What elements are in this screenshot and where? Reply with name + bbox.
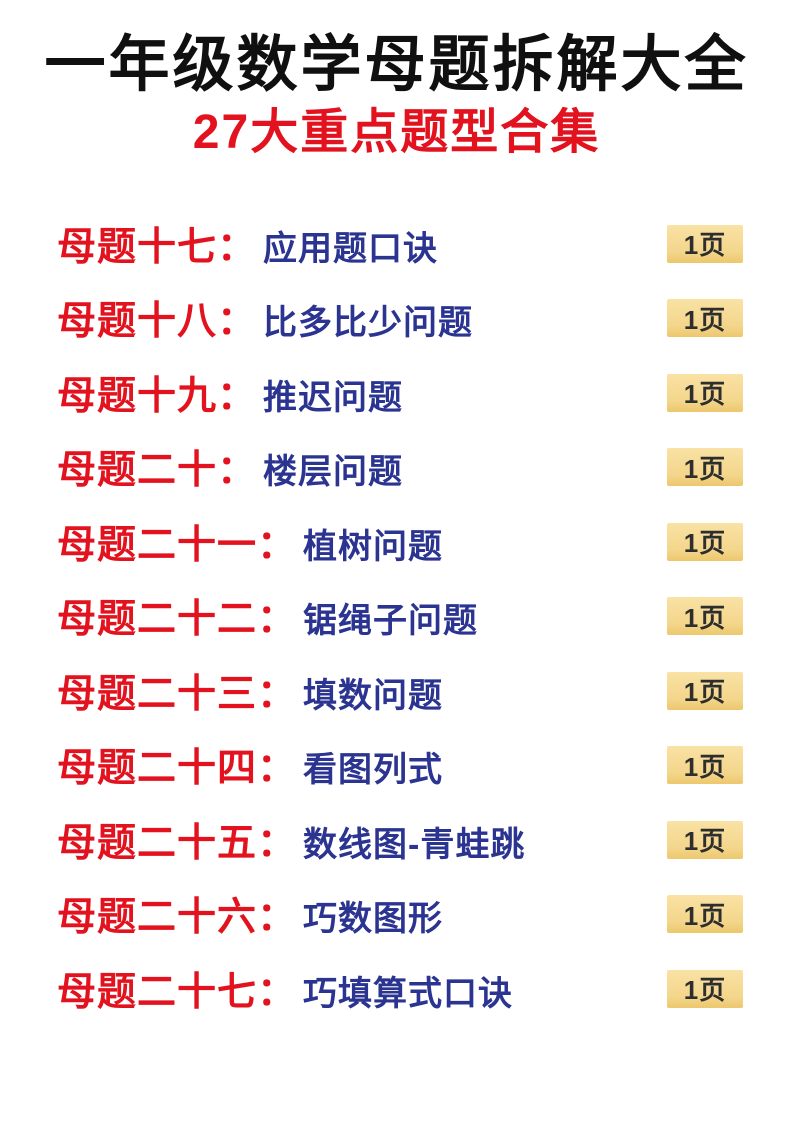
toc-row-text: 母题十七： 应用题口诀 xyxy=(57,216,438,272)
page-badge: 1页 xyxy=(667,969,743,1008)
toc-row: 母题二十： 楼层问题 1页 xyxy=(57,430,743,505)
page-badge: 1页 xyxy=(667,895,743,934)
item-topic: 比多比少问题 xyxy=(263,304,474,343)
item-label: 母题二十三： xyxy=(57,672,298,716)
item-label: 母题十七： xyxy=(57,225,258,269)
toc-row: 母题十九： 推迟问题 1页 xyxy=(57,355,743,430)
item-label: 母题二十六： xyxy=(57,896,298,940)
toc-row: 母题十八： 比多比少问题 1页 xyxy=(57,281,743,356)
page-badge: 1页 xyxy=(667,522,743,561)
page-badge: 1页 xyxy=(667,224,743,263)
item-topic: 锯绳子问题 xyxy=(303,602,479,641)
item-label: 母题十八： xyxy=(57,300,258,344)
toc-row-text: 母题二十： 楼层问题 xyxy=(57,439,403,495)
page-badge: 1页 xyxy=(667,820,743,859)
toc-row: 母题二十四： 看图列式 1页 xyxy=(57,728,743,803)
toc-row: 母题二十二： 锯绳子问题 1页 xyxy=(57,579,743,654)
item-label: 母题二十一： xyxy=(57,523,298,567)
page-header: 一年级数学母题拆解大全 27大重点题型合集 xyxy=(0,32,793,158)
toc-row-text: 母题二十七： 巧填算式口诀 xyxy=(57,961,513,1017)
page-badge: 1页 xyxy=(667,373,743,412)
toc-row: 母题二十五： 数线图-青蛙跳 1页 xyxy=(57,802,743,877)
item-label: 母题二十七： xyxy=(57,970,298,1014)
item-topic: 看图列式 xyxy=(303,751,444,790)
item-topic: 巧填算式口诀 xyxy=(303,974,514,1013)
item-topic: 植树问题 xyxy=(303,527,444,566)
toc-row-text: 母题十九： 推迟问题 xyxy=(57,365,403,421)
toc-row-text: 母题十八： 比多比少问题 xyxy=(57,290,473,346)
item-label: 母题二十： xyxy=(57,449,258,493)
toc-row-text: 母题二十二： 锯绳子问题 xyxy=(57,588,478,644)
page-badge: 1页 xyxy=(667,448,743,487)
toc-row: 母题十七： 应用题口诀 1页 xyxy=(57,206,743,281)
toc-row: 母题二十三： 填数问题 1页 xyxy=(57,653,743,728)
item-label: 母题十九： xyxy=(57,374,258,418)
page-badge: 1页 xyxy=(667,299,743,338)
item-topic: 推迟问题 xyxy=(263,378,404,417)
toc-row: 母题二十七： 巧填算式口诀 1页 xyxy=(57,951,743,1026)
item-label: 母题二十四： xyxy=(57,747,298,791)
toc-row-text: 母题二十一： 植树问题 xyxy=(57,514,443,570)
toc-row-text: 母题二十五： 数线图-青蛙跳 xyxy=(57,812,525,868)
page-subtitle: 27大重点题型合集 xyxy=(192,106,601,160)
toc-row: 母题二十六： 巧数图形 1页 xyxy=(57,877,743,952)
page-badge: 1页 xyxy=(667,671,743,710)
toc-row-text: 母题二十三： 填数问题 xyxy=(57,663,443,719)
page-badge: 1页 xyxy=(667,597,743,636)
toc-row: 母题二十一： 植树问题 1页 xyxy=(57,504,743,579)
item-topic: 应用题口诀 xyxy=(263,229,439,268)
item-topic: 填数问题 xyxy=(303,676,444,715)
item-topic: 数线图-青蛙跳 xyxy=(303,825,526,864)
toc-list: 母题十七： 应用题口诀 1页 母题十八： 比多比少问题 1页 母题十九： 推迟问… xyxy=(0,206,793,1026)
page-title: 一年级数学母题拆解大全 xyxy=(44,30,749,98)
item-topic: 楼层问题 xyxy=(263,453,404,492)
item-topic: 巧数图形 xyxy=(303,900,444,939)
page-badge: 1页 xyxy=(667,746,743,785)
toc-row-text: 母题二十六： 巧数图形 xyxy=(57,886,443,942)
item-label: 母题二十二： xyxy=(57,598,298,642)
item-label: 母题二十五： xyxy=(57,821,298,865)
toc-row-text: 母题二十四： 看图列式 xyxy=(57,737,443,793)
